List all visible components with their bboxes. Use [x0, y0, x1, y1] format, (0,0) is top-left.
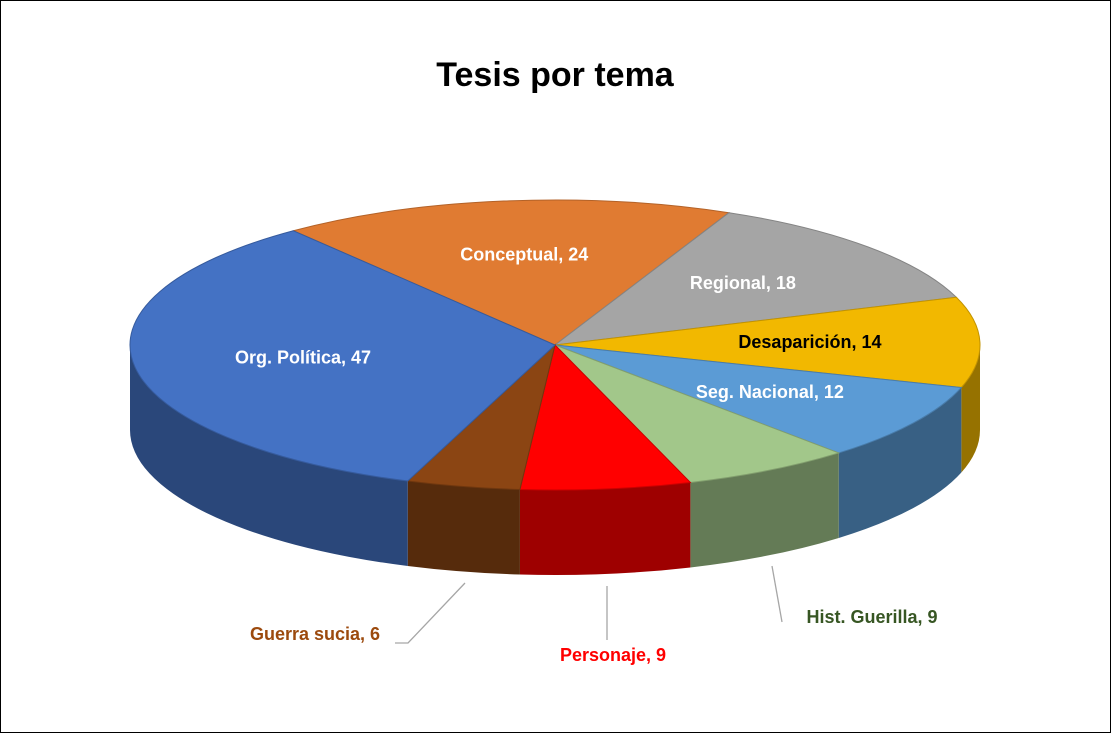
pie-slice — [554, 296, 981, 389]
data-label: Personaje, 9 — [560, 645, 666, 665]
data-label: Guerra sucia, 6 — [250, 624, 380, 644]
data-label: Regional, 18 — [690, 273, 796, 293]
data-label: Org. Política, 47 — [235, 348, 371, 368]
leader-line — [771, 565, 783, 623]
pie-slice — [129, 230, 556, 482]
data-label: Hist. Guerilla, 9 — [806, 607, 937, 627]
leader-line — [395, 582, 466, 644]
pie-side — [407, 481, 520, 575]
pie-slice — [553, 212, 958, 346]
pie-tops — [129, 199, 981, 491]
pie-slice — [291, 199, 731, 346]
pie-slice — [519, 344, 692, 491]
pie-side — [838, 387, 962, 538]
pie-side — [130, 345, 408, 567]
pie-slice — [554, 344, 963, 454]
pie-side — [519, 482, 691, 575]
pie-side — [961, 345, 980, 473]
pie-sides — [130, 345, 980, 575]
pie-slice — [554, 344, 841, 483]
chart-title: Tesis por tema — [436, 56, 675, 94]
pie-side — [690, 452, 839, 568]
pie-labels: Conceptual, 24 Regional, 18 Desaparición, … — [235, 245, 938, 665]
data-label: Desaparición, 14 — [738, 332, 881, 352]
data-label: Seg. Nacional, 12 — [696, 382, 844, 402]
data-label: Conceptual, 24 — [460, 245, 588, 265]
